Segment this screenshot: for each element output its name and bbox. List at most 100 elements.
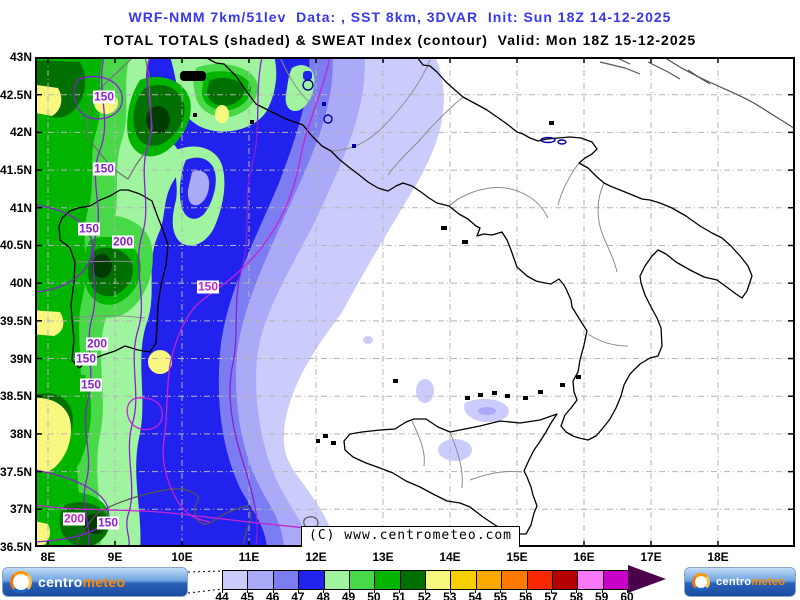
model-init-title: WRF-NMM 7km/51lev Data: , SST 8km, 3DVAR… bbox=[128, 9, 672, 25]
contour-value-label: 150 bbox=[92, 161, 116, 176]
brand-part-centro: centro bbox=[716, 576, 752, 588]
colorbar-cell bbox=[451, 571, 477, 589]
colorbar-tick bbox=[323, 589, 325, 593]
lat-label: 41N bbox=[9, 200, 32, 215]
centrometeo-logo-left: centrometeo bbox=[2, 567, 188, 597]
colorbar-cell bbox=[578, 571, 604, 589]
colorbar-tick-label: 55 bbox=[493, 590, 508, 600]
brand-part-meteo: meteo bbox=[82, 574, 126, 590]
colorbar-tick bbox=[373, 589, 375, 593]
colorbar-tick bbox=[272, 589, 274, 593]
centrometeo-swirl-icon bbox=[692, 573, 710, 591]
colorbar-tick bbox=[348, 589, 350, 593]
lon-label: 11E bbox=[238, 550, 260, 564]
colorbar-cell bbox=[223, 571, 249, 589]
contour-value-label: 200 bbox=[62, 511, 86, 526]
colorbar-tick-label: 48 bbox=[316, 590, 330, 600]
colorbar-tick bbox=[475, 589, 477, 593]
coastlines bbox=[58, 57, 795, 547]
lat-label: 37N bbox=[9, 502, 32, 517]
colorbar-cell bbox=[476, 571, 503, 589]
colorbar-tick-label: 57 bbox=[544, 590, 558, 600]
lon-label: 15E bbox=[506, 550, 528, 564]
colorbar-tick bbox=[424, 589, 426, 593]
lat-label: 40N bbox=[9, 276, 32, 291]
colorbar-tick-label: 44 bbox=[215, 590, 229, 600]
colorbar-tick-label: 52 bbox=[417, 590, 432, 600]
colorbar-cell bbox=[248, 571, 274, 589]
contour-value-label: 200 bbox=[85, 336, 109, 351]
colorbar-cell bbox=[349, 571, 376, 589]
lon-label: 8E bbox=[40, 550, 56, 564]
lat-label: 41.5N bbox=[0, 163, 33, 178]
map-watermark: (C) www.centrometeo.com bbox=[301, 526, 521, 547]
colorbar-tick-label: 49 bbox=[341, 590, 356, 600]
colorbar-tick bbox=[247, 589, 249, 593]
lat-label: 38.5N bbox=[0, 389, 33, 404]
colorbar-cell bbox=[400, 571, 426, 589]
colorbar-cell bbox=[527, 571, 553, 589]
lon-label: 14E bbox=[439, 550, 461, 564]
colorbar-cell bbox=[603, 571, 628, 589]
lon-label: 10E bbox=[171, 550, 193, 564]
colorbar-tick bbox=[500, 589, 502, 593]
field-valid-title: TOTAL TOTALS (shaded) & SWEAT Index (con… bbox=[103, 32, 697, 48]
lat-label: 42N bbox=[9, 125, 32, 140]
colorbar-cell bbox=[299, 571, 325, 589]
centrometeo-brand-text: centrometeo bbox=[38, 574, 125, 590]
colorbar-tick-label: 54 bbox=[468, 590, 482, 600]
colorbar-tick-label: 51 bbox=[392, 590, 406, 600]
contour-value-label: 150 bbox=[92, 89, 116, 104]
lat-label: 37.5N bbox=[0, 464, 33, 479]
contour-value-label: 150 bbox=[96, 515, 120, 530]
colorbar-tick bbox=[222, 589, 223, 593]
map-canvas bbox=[35, 57, 795, 547]
colorbar-tick-label: 53 bbox=[443, 590, 457, 600]
lon-label: 13E bbox=[372, 550, 394, 564]
centrometeo-swirl-icon bbox=[10, 571, 32, 593]
colorbar bbox=[222, 570, 629, 590]
colorbar-tick-label: 47 bbox=[291, 590, 305, 600]
lon-label: 16E bbox=[573, 550, 595, 564]
colorbar-cell bbox=[502, 571, 528, 589]
colorbar-cell bbox=[324, 571, 350, 589]
shaded-field bbox=[35, 57, 509, 547]
contour-value-label: 150 bbox=[79, 377, 103, 392]
colorbar-tick-label: 50 bbox=[367, 590, 381, 600]
lon-label: 17E bbox=[640, 550, 662, 564]
colorbar-tick bbox=[576, 589, 578, 593]
colorbar-tick-label: 56 bbox=[519, 590, 533, 600]
lon-label: 18E bbox=[707, 550, 729, 564]
lat-label: 43N bbox=[9, 50, 32, 64]
brand-part-meteo: meteo bbox=[751, 576, 786, 588]
brand-part-centro: centro bbox=[38, 574, 83, 590]
lat-label: 42.5N bbox=[0, 87, 33, 102]
lat-label: 38N bbox=[9, 426, 32, 441]
colorbar-tick-label: 60 bbox=[620, 590, 634, 600]
colorbar-tick-label: 58 bbox=[569, 590, 584, 600]
colorbar-cell bbox=[552, 571, 579, 589]
colorbar-tick-label: 46 bbox=[265, 590, 280, 600]
colorbar-tick bbox=[551, 589, 553, 593]
colorbar-tick-label: 45 bbox=[240, 590, 254, 600]
contour-value-label: 150 bbox=[77, 221, 101, 236]
colorbar-overflow-arrow-icon bbox=[628, 565, 666, 593]
colorbar-tick-label: 59 bbox=[595, 590, 609, 600]
colorbar-cell bbox=[426, 571, 452, 589]
contour-value-label: 150 bbox=[74, 351, 98, 366]
colorbar-tick bbox=[525, 589, 527, 593]
colorbar-cell bbox=[375, 571, 401, 589]
colorbar-tick bbox=[627, 589, 628, 593]
lat-label: 39N bbox=[9, 351, 32, 366]
centrometeo-logo-right: centrometeo bbox=[684, 567, 796, 597]
colorbar-cell bbox=[273, 571, 300, 589]
colorbar-tick bbox=[449, 589, 451, 593]
colorbar-tick bbox=[601, 589, 603, 593]
colorbar-underflow-dotted-arrow bbox=[187, 570, 224, 594]
lon-label: 12E bbox=[305, 550, 327, 564]
lat-label: 36.5N bbox=[0, 540, 33, 554]
gridlines bbox=[35, 57, 795, 547]
colorbar-tick bbox=[297, 589, 299, 593]
lon-label: 9E bbox=[107, 550, 123, 564]
